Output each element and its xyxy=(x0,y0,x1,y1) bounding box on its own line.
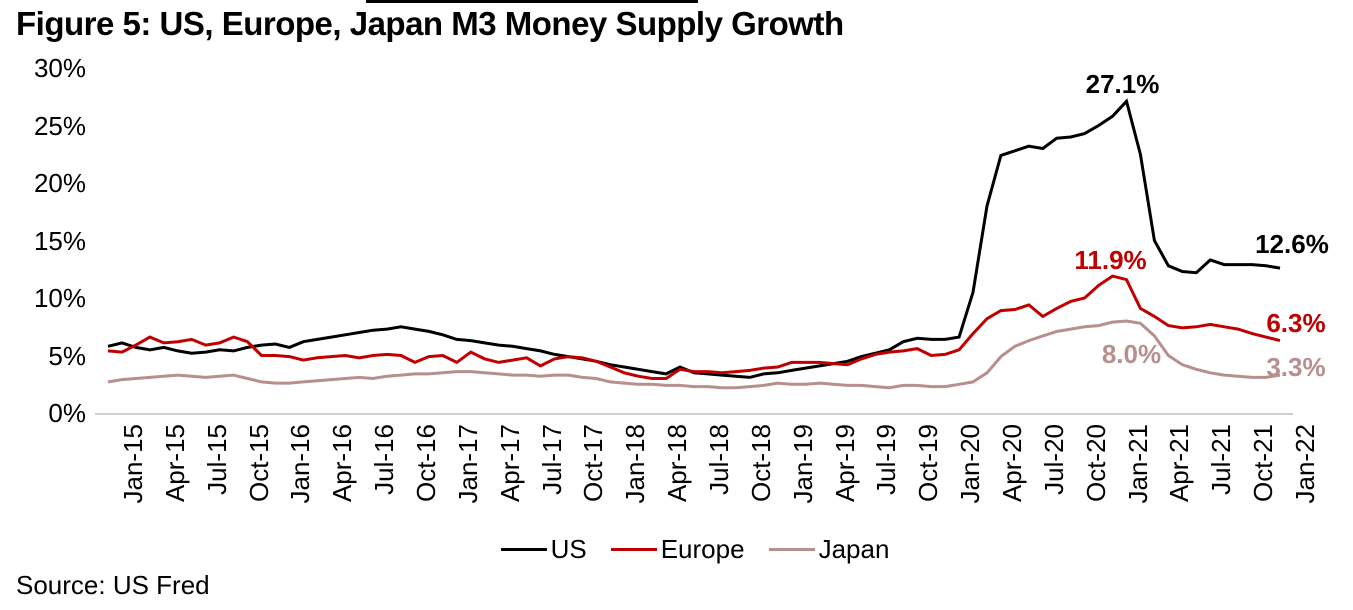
x-axis-tick-label: Oct-21 xyxy=(1248,424,1279,503)
x-axis-tick-label: Oct-19 xyxy=(913,424,944,503)
x-axis-tick-label: Jul-17 xyxy=(536,424,567,495)
chart-legend: US Europe Japan xyxy=(95,536,1295,562)
x-axis-tick-label: Jan-18 xyxy=(620,424,651,504)
annotation-japan-8.0: 8.0% xyxy=(1101,339,1162,369)
y-axis-tick-label: 20% xyxy=(33,168,86,198)
annotation-europe-11.9: 11.9% xyxy=(1074,245,1147,276)
x-axis-tick-label: Apr-15 xyxy=(159,424,190,503)
y-axis-tick-label: 10% xyxy=(33,283,86,313)
series-line-europe xyxy=(107,274,1281,380)
y-axis-tick-label: 15% xyxy=(33,225,86,256)
annotation-japan-3.3: 3.3% xyxy=(1266,352,1326,383)
legend-item-europe: Europe xyxy=(610,534,745,564)
legend-label-europe: Europe xyxy=(660,534,745,564)
top-divider-bar xyxy=(366,0,698,3)
y-axis-tick-label: 30% xyxy=(33,53,86,83)
y-axis-tick-label: 25% xyxy=(33,110,86,141)
y-axis-tick-label: 5% xyxy=(48,340,86,371)
legend-swatch-japan xyxy=(768,547,815,551)
x-axis-tick-label: Jan-17 xyxy=(452,424,483,504)
series-line-japan xyxy=(107,319,1281,390)
x-axis-tick-label: Jan-15 xyxy=(118,424,148,504)
x-axis-tick-label: Jul-21 xyxy=(1206,424,1237,495)
x-axis-tick-label: Oct-16 xyxy=(410,424,441,503)
x-axis-tick-label: Jul-15 xyxy=(201,424,232,495)
y-axis-tick-label: 0% xyxy=(48,398,86,428)
x-axis-tick-label: Apr-19 xyxy=(829,424,860,503)
x-axis-tick-label: Jan-19 xyxy=(787,424,818,504)
legend-swatch-us xyxy=(500,547,547,551)
x-axis-tick-label: Oct-17 xyxy=(578,424,609,503)
legend-item-japan: Japan xyxy=(768,534,890,564)
x-axis-tick-label: Apr-21 xyxy=(1164,424,1195,503)
x-axis-tick-label: Jan-16 xyxy=(285,424,316,504)
x-axis-tick-label: Jul-19 xyxy=(871,424,902,495)
legend-swatch-europe xyxy=(610,547,657,551)
annotation-us-27.1: 27.1% xyxy=(1085,69,1160,100)
figure-title: Figure 5: US, Europe, Japan M3 Money Sup… xyxy=(16,5,844,42)
series-line-us xyxy=(107,98,1281,379)
x-axis-tick-label: Apr-17 xyxy=(494,424,525,503)
x-axis-tick-label: Jan-20 xyxy=(955,424,986,504)
x-axis-tick-label: Jul-16 xyxy=(369,424,400,495)
x-axis-tick-label: Apr-18 xyxy=(662,424,693,503)
legend-label-us: US xyxy=(550,534,587,564)
x-axis-tick-label: Oct-20 xyxy=(1080,424,1111,503)
x-axis-tick-label: Jan-21 xyxy=(1122,424,1153,504)
legend-item-us: US xyxy=(500,534,587,564)
x-axis-tick-label: Jul-20 xyxy=(1038,424,1069,495)
x-axis-tick-label: Apr-20 xyxy=(996,424,1027,503)
x-axis-tick-label: Jan-22 xyxy=(1289,424,1320,504)
annotation-us-12.6: 12.6% xyxy=(1255,229,1329,260)
x-axis-tick-label: Jul-18 xyxy=(703,424,734,495)
x-axis-tick-label: Oct-18 xyxy=(745,424,776,503)
source-note: Source: US Fred xyxy=(16,570,210,600)
x-axis-tick-label: Oct-15 xyxy=(243,424,274,503)
x-axis-tick-label: Apr-16 xyxy=(327,424,358,503)
annotation-europe-6.3: 6.3% xyxy=(1266,307,1326,338)
legend-label-japan: Japan xyxy=(818,534,890,564)
